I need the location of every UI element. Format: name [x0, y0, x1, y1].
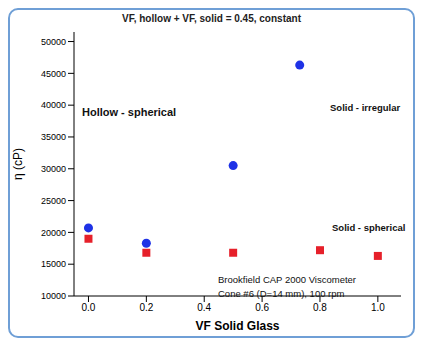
- svg-text:0.0: 0.0: [82, 302, 96, 313]
- html-text:Brookfield CAP 2000 Viscometer: Brookfield CAP 2000 Viscometer: [218, 274, 356, 285]
- svg-text:0.4: 0.4: [197, 302, 211, 313]
- svg-text:30000: 30000: [41, 164, 66, 174]
- html-text:Cone #6 (D=14 mm), 100 rpm: Cone #6 (D=14 mm), 100 rpm: [218, 288, 345, 299]
- svg-text:0.8: 0.8: [313, 302, 327, 313]
- svg-text:0.6: 0.6: [255, 302, 269, 313]
- svg-text:η (cP): η (cP): [11, 148, 25, 180]
- html-text:VF, hollow + VF, solid = 0.45,: VF, hollow + VF, solid = 0.45, constant: [122, 13, 301, 24]
- svg-text:50000: 50000: [41, 37, 66, 47]
- svg-text:20000: 20000: [41, 228, 66, 238]
- svg-text:25000: 25000: [41, 196, 66, 206]
- svg-text:15000: 15000: [41, 259, 66, 269]
- svg-text:45000: 45000: [41, 69, 66, 79]
- svg-text:35000: 35000: [41, 132, 66, 142]
- html-text:Solid - spherical: Solid - spherical: [332, 222, 406, 233]
- svg-text:10000: 10000: [41, 291, 66, 301]
- svg-text:40000: 40000: [41, 100, 66, 110]
- html-text:Hollow - spherical: Hollow - spherical: [82, 106, 177, 118]
- svg-text:1.0: 1.0: [371, 302, 385, 313]
- svg-text:0.2: 0.2: [139, 302, 153, 313]
- svg-text:VF Solid Glass: VF Solid Glass: [195, 319, 279, 333]
- html-text:Solid - irregular: Solid - irregular: [330, 102, 401, 113]
